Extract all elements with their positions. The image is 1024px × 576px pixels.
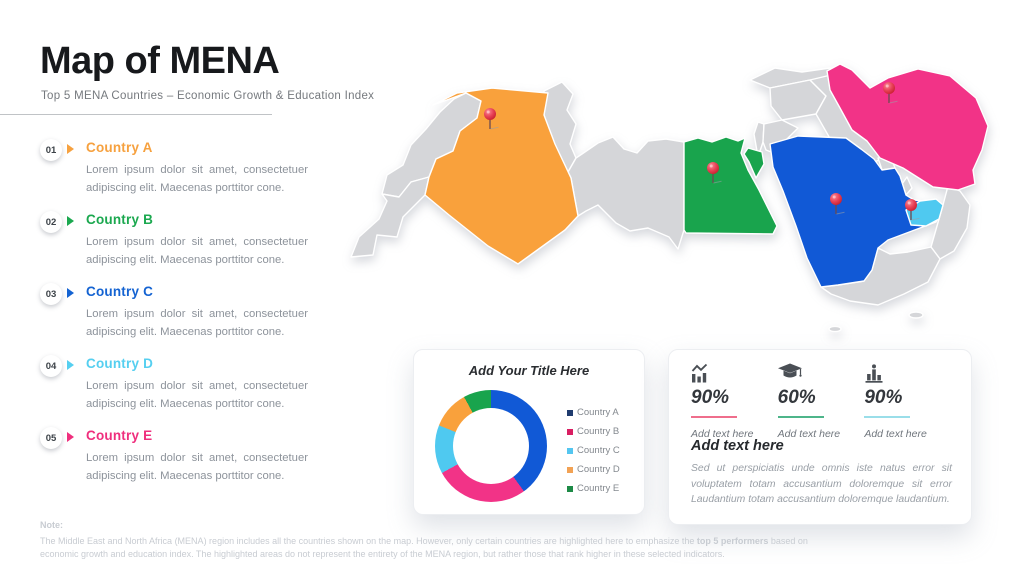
page-subtitle: Top 5 MENA Countries – Economic Growth &…	[41, 90, 375, 102]
map-country-israel[interactable]	[753, 121, 765, 158]
legend-swatch-icon	[567, 485, 573, 492]
map-country-iran[interactable]	[826, 63, 989, 191]
header-divider	[0, 114, 272, 115]
legend-swatch-icon	[567, 409, 573, 416]
header: Map of MENA Top 5 MENA Countries – Econo…	[40, 40, 374, 102]
country-item-marker: 02	[40, 211, 86, 285]
legend-item: Country D	[567, 464, 620, 475]
country-item-title: Country C	[86, 284, 154, 299]
map-country-egypt[interactable]	[683, 136, 778, 235]
legend-item: Country E	[567, 483, 620, 494]
stat-underline	[864, 416, 911, 418]
map-island[interactable]	[828, 325, 842, 333]
stat-economic-growth: 90% Add text here	[691, 363, 778, 440]
map-country-algeria[interactable]	[424, 87, 579, 265]
map-island[interactable]	[908, 311, 924, 319]
legend-label: Country E	[577, 483, 620, 494]
country-item-title: Country B	[86, 212, 154, 227]
stat-value: 90%	[864, 387, 903, 408]
stats-card-heading: Add text here	[691, 438, 784, 454]
country-item-marker: 05	[40, 427, 86, 501]
stats-row: 90% Add text here 60% Add text here	[691, 363, 951, 440]
legend-item: Country A	[567, 407, 620, 418]
country-item-body: Country C Lorem ipsum dolor sit amet, co…	[86, 284, 308, 357]
arrow-right-icon	[67, 288, 74, 298]
stat-label: Add text here	[691, 428, 754, 440]
legend-label: Country D	[577, 464, 620, 475]
mena-map	[350, 63, 989, 333]
number-badge: 03	[40, 283, 62, 305]
country-item-title: Country A	[86, 140, 153, 155]
country-list-item[interactable]: 05 Country E Lorem ipsum dolor sit amet,…	[40, 427, 308, 501]
country-item-description: Lorem ipsum dolor sit amet, consectetuer…	[86, 451, 308, 482]
country-list-item[interactable]: 02 Country B Lorem ipsum dolor sit amet,…	[40, 211, 308, 285]
legend-swatch-icon	[567, 428, 573, 435]
stat-label: Add text here	[777, 428, 841, 440]
number-badge: 05	[40, 427, 62, 449]
legend-swatch-icon	[567, 447, 573, 454]
country-item-description: Lorem ipsum dolor sit amet, consectetuer…	[86, 235, 308, 266]
map-country-egypt-sinai[interactable]	[743, 147, 765, 179]
number-badge: 04	[40, 355, 62, 377]
chart-legend: Country A Country B Country C Country D …	[567, 407, 620, 502]
arrow-right-icon	[67, 144, 74, 154]
footnote-text: The Middle East and North Africa (MENA) …	[40, 535, 808, 560]
growth-chart-icon	[691, 363, 778, 384]
country-item-marker: 04	[40, 355, 86, 429]
stat-value: 60%	[777, 387, 816, 408]
stat-label: Add text here	[864, 428, 927, 440]
number-badge: 02	[40, 211, 62, 233]
country-item-body: Country D Lorem ipsum dolor sit amet, co…	[86, 356, 308, 429]
legend-label: Country B	[577, 426, 620, 437]
country-item-body: Country B Lorem ipsum dolor sit amet, co…	[86, 212, 308, 285]
map-country-oman[interactable]	[930, 185, 971, 260]
arrow-right-icon	[67, 360, 74, 370]
legend-label: Country A	[577, 407, 619, 418]
legend-item: Country C	[567, 445, 620, 456]
stats-card-paragraph: Sed ut perspiciatis unde omnis iste natu…	[691, 463, 952, 506]
country-list: 01 Country A Lorem ipsum dolor sit amet,…	[40, 139, 308, 501]
page-title: Map of MENA	[40, 40, 280, 82]
stat-underline	[777, 416, 824, 418]
country-list-item[interactable]: 01 Country A Lorem ipsum dolor sit amet,…	[40, 139, 308, 213]
country-item-description: Lorem ipsum dolor sit amet, consectetuer…	[86, 379, 308, 410]
stats-card: 90% Add text here 60% Add text here	[668, 349, 972, 525]
map-country-libya[interactable]	[567, 136, 685, 250]
country-item-description: Lorem ipsum dolor sit amet, consectetuer…	[86, 307, 308, 338]
country-item-body: Country A Lorem ipsum dolor sit amet, co…	[86, 140, 308, 213]
donut-chart-card: Add Your Title Here Country A Country B …	[413, 349, 645, 515]
country-item-body: Country E Lorem ipsum dolor sit amet, co…	[86, 428, 308, 501]
legend-swatch-icon	[567, 466, 573, 473]
podium-icon	[864, 363, 951, 384]
footnote: Note: The Middle East and North Africa (…	[40, 519, 832, 562]
country-item-title: Country E	[86, 428, 153, 443]
country-list-item[interactable]: 03 Country C Lorem ipsum dolor sit amet,…	[40, 283, 308, 357]
donut-chart[interactable]	[435, 390, 547, 502]
footnote-label: Note:	[40, 520, 63, 530]
arrow-right-icon	[67, 216, 74, 226]
country-list-item[interactable]: 04 Country D Lorem ipsum dolor sit amet,…	[40, 355, 308, 429]
arrow-right-icon	[67, 432, 74, 442]
stat-education: 60% Add text here	[777, 363, 865, 440]
country-item-marker: 03	[40, 283, 86, 357]
country-item-marker: 01	[40, 139, 86, 213]
country-item-title: Country D	[86, 356, 154, 371]
chart-title: Add Your Title Here	[468, 363, 590, 378]
legend-item: Country B	[567, 426, 620, 437]
number-badge: 01	[40, 139, 62, 161]
stat-underline	[691, 416, 737, 418]
stat-index: 90% Add text here	[864, 363, 951, 440]
country-item-description: Lorem ipsum dolor sit amet, consectetuer…	[86, 163, 308, 194]
stat-value: 90%	[691, 387, 730, 408]
legend-label: Country C	[577, 445, 620, 456]
graduation-cap-icon	[777, 363, 865, 384]
